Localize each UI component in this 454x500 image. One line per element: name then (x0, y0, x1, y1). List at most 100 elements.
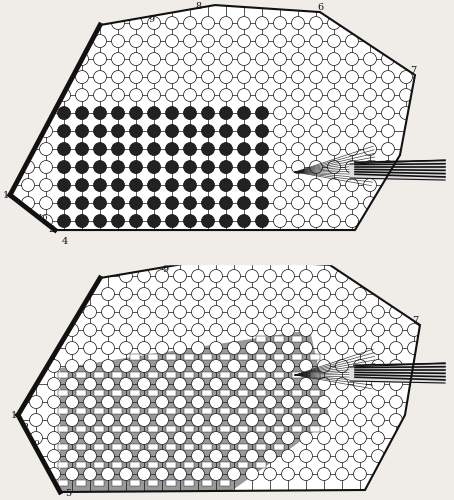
Bar (112, 426, 122, 432)
Circle shape (119, 414, 133, 426)
Text: 2: 2 (22, 423, 28, 432)
Circle shape (48, 360, 60, 372)
Circle shape (173, 288, 187, 300)
Circle shape (300, 342, 312, 354)
Circle shape (202, 160, 214, 173)
Circle shape (310, 52, 322, 66)
Circle shape (317, 414, 331, 426)
Circle shape (112, 52, 124, 66)
Circle shape (227, 432, 241, 444)
Bar (130, 354, 140, 360)
Circle shape (112, 124, 124, 138)
Circle shape (65, 432, 79, 444)
Circle shape (237, 52, 251, 66)
Circle shape (138, 324, 150, 336)
Bar (112, 408, 122, 414)
Circle shape (336, 360, 349, 372)
Circle shape (173, 270, 187, 282)
Circle shape (336, 432, 349, 444)
Circle shape (148, 142, 161, 156)
Circle shape (210, 270, 222, 282)
Circle shape (173, 450, 187, 462)
Circle shape (148, 88, 161, 102)
Circle shape (237, 160, 251, 173)
Circle shape (263, 360, 276, 372)
Bar (202, 390, 212, 396)
Circle shape (129, 160, 143, 173)
Circle shape (166, 34, 178, 48)
Circle shape (237, 142, 251, 156)
Circle shape (210, 378, 222, 390)
Circle shape (138, 288, 150, 300)
Circle shape (317, 468, 331, 480)
Circle shape (48, 450, 60, 462)
Circle shape (30, 396, 43, 408)
Circle shape (354, 432, 366, 444)
Circle shape (166, 88, 178, 102)
Bar (94, 444, 104, 450)
Circle shape (364, 142, 376, 156)
Circle shape (354, 378, 366, 390)
Circle shape (300, 306, 312, 318)
Circle shape (112, 178, 124, 192)
Circle shape (75, 214, 89, 228)
Circle shape (39, 160, 53, 173)
Circle shape (183, 142, 197, 156)
Circle shape (148, 160, 161, 173)
Circle shape (390, 324, 402, 336)
Circle shape (156, 360, 168, 372)
Circle shape (220, 214, 232, 228)
Circle shape (58, 160, 70, 173)
Circle shape (256, 214, 268, 228)
Circle shape (220, 70, 232, 84)
Circle shape (263, 396, 276, 408)
Circle shape (102, 378, 114, 390)
Circle shape (300, 324, 312, 336)
Circle shape (183, 178, 197, 192)
Circle shape (129, 70, 143, 84)
Circle shape (119, 342, 133, 354)
Circle shape (84, 450, 97, 462)
Text: 6: 6 (317, 3, 323, 12)
Circle shape (317, 450, 331, 462)
Circle shape (327, 34, 340, 48)
Circle shape (220, 160, 232, 173)
Circle shape (119, 396, 133, 408)
Bar (112, 390, 122, 396)
Circle shape (210, 342, 222, 354)
Circle shape (345, 88, 359, 102)
Circle shape (39, 142, 53, 156)
Circle shape (237, 34, 251, 48)
Circle shape (345, 52, 359, 66)
Circle shape (183, 196, 197, 209)
Circle shape (336, 342, 349, 354)
Circle shape (246, 306, 258, 318)
Circle shape (156, 288, 168, 300)
Circle shape (138, 378, 150, 390)
Circle shape (281, 324, 295, 336)
Bar (130, 390, 140, 396)
Text: 6: 6 (328, 256, 334, 265)
Circle shape (227, 342, 241, 354)
Circle shape (210, 432, 222, 444)
Bar (148, 426, 158, 432)
Circle shape (263, 468, 276, 480)
Circle shape (327, 52, 340, 66)
Circle shape (300, 288, 312, 300)
Text: 10: 10 (30, 439, 41, 447)
Circle shape (94, 52, 107, 66)
Circle shape (263, 450, 276, 462)
Circle shape (354, 450, 366, 462)
Circle shape (84, 432, 97, 444)
Circle shape (256, 124, 268, 138)
Bar (166, 426, 176, 432)
Circle shape (166, 214, 178, 228)
Circle shape (336, 414, 349, 426)
Circle shape (227, 450, 241, 462)
Circle shape (102, 432, 114, 444)
Circle shape (75, 52, 89, 66)
Circle shape (65, 468, 79, 480)
Circle shape (65, 324, 79, 336)
Bar (202, 372, 212, 378)
Circle shape (192, 378, 204, 390)
